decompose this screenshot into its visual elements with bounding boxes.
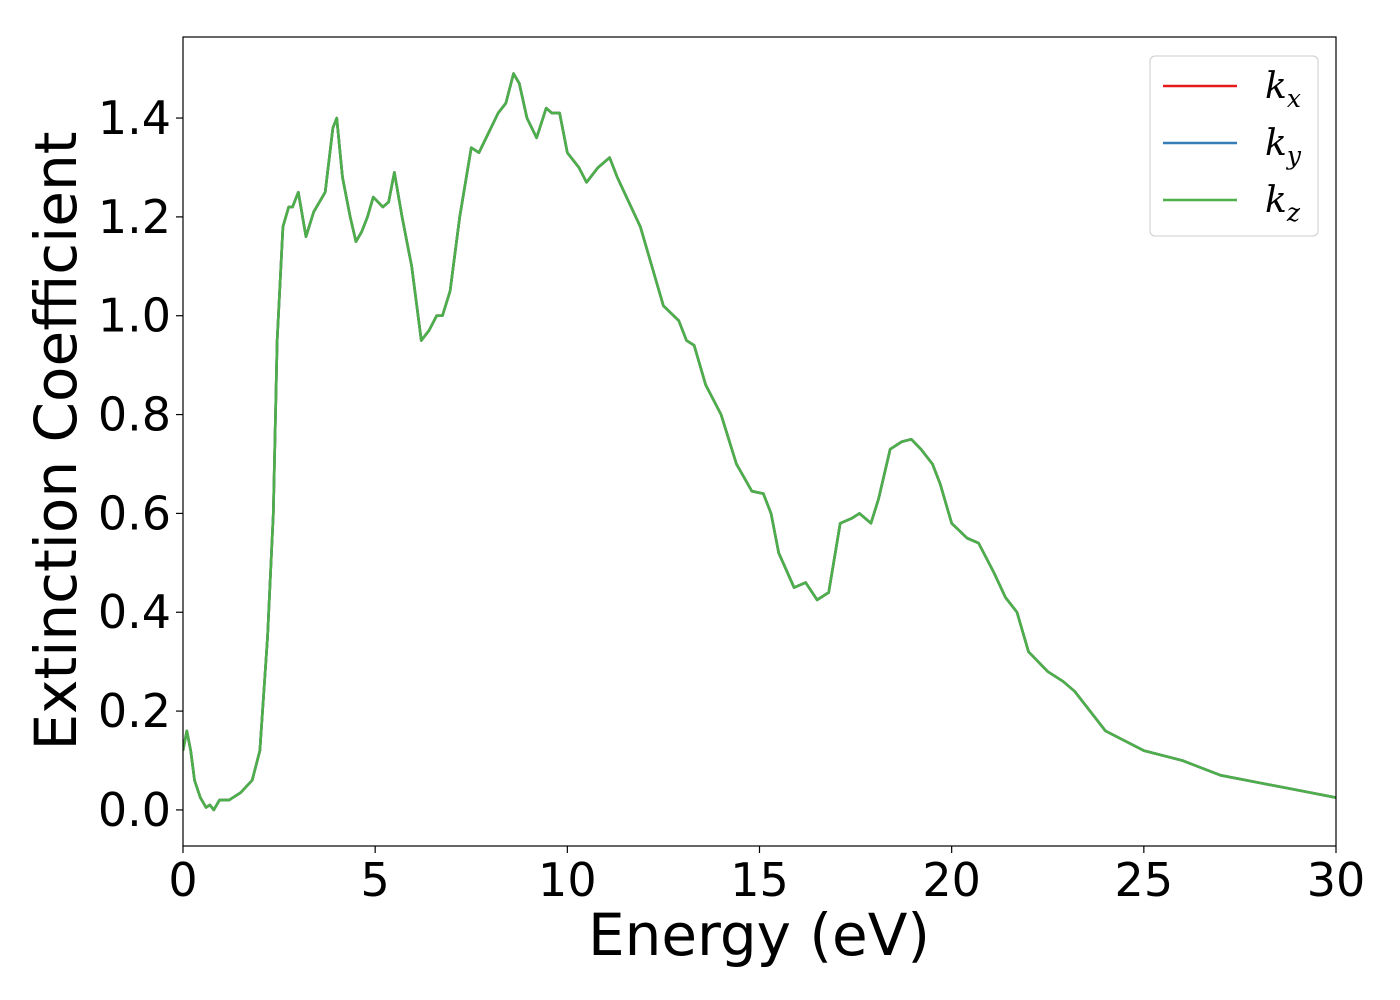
legend-label: kz <box>1265 180 1301 227</box>
legend-box <box>1149 55 1319 237</box>
x-axis-label: Energy (eV) <box>588 901 930 969</box>
legend-label: ky <box>1265 123 1302 170</box>
y-tick-label: 0.0 <box>98 783 171 837</box>
x-tick-label: 0 <box>168 853 197 907</box>
x-tick-label: 20 <box>922 853 981 907</box>
x-tick-label: 15 <box>730 853 789 907</box>
x-tick-label: 25 <box>1115 853 1174 907</box>
x-tick-label: 30 <box>1307 853 1366 907</box>
plot-frame <box>182 36 1337 847</box>
y-axis-label: Extinction Coefficient <box>22 132 90 751</box>
y-tick-label: 0.2 <box>98 684 171 738</box>
x-tick-label: 5 <box>361 853 390 907</box>
y-tick-label: 1.4 <box>98 91 171 145</box>
legend-label: kx <box>1265 66 1301 113</box>
y-tick-label: 1.2 <box>98 190 171 244</box>
x-tick-label: 10 <box>538 853 597 907</box>
series-line <box>183 72 1336 812</box>
y-tick-label: 0.8 <box>98 388 171 442</box>
y-tick-label: 1.0 <box>98 289 171 343</box>
y-tick-label: 0.6 <box>98 486 171 540</box>
y-tick-label: 0.4 <box>98 585 171 639</box>
